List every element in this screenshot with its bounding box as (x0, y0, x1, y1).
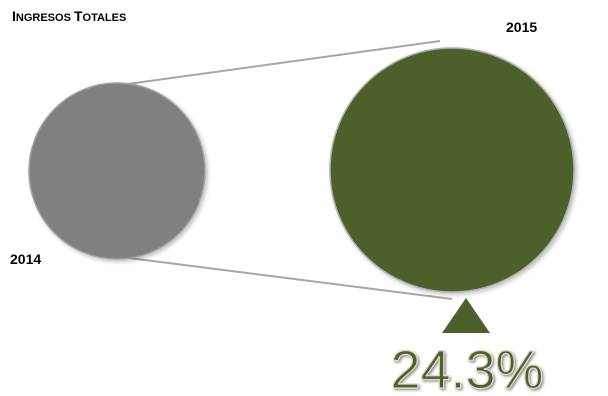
title-rest: NGRESOS (16, 12, 74, 24)
up-triangle-icon (442, 298, 490, 333)
category-label-2014: 2014 (10, 251, 41, 267)
bubble-2014 (28, 82, 206, 260)
chart-title: INGRESOS TOTALES (12, 8, 126, 24)
title-rest-2: OTALES (83, 12, 127, 24)
growth-percentage-label: 24.3% (390, 340, 543, 396)
title-first-cap: I (12, 8, 16, 24)
category-label-2015: 2015 (506, 19, 537, 35)
connector-line-bottom (112, 255, 453, 300)
connector-line-top (112, 40, 441, 87)
title-second-cap: T (74, 8, 83, 24)
bubble-2015 (329, 47, 575, 293)
